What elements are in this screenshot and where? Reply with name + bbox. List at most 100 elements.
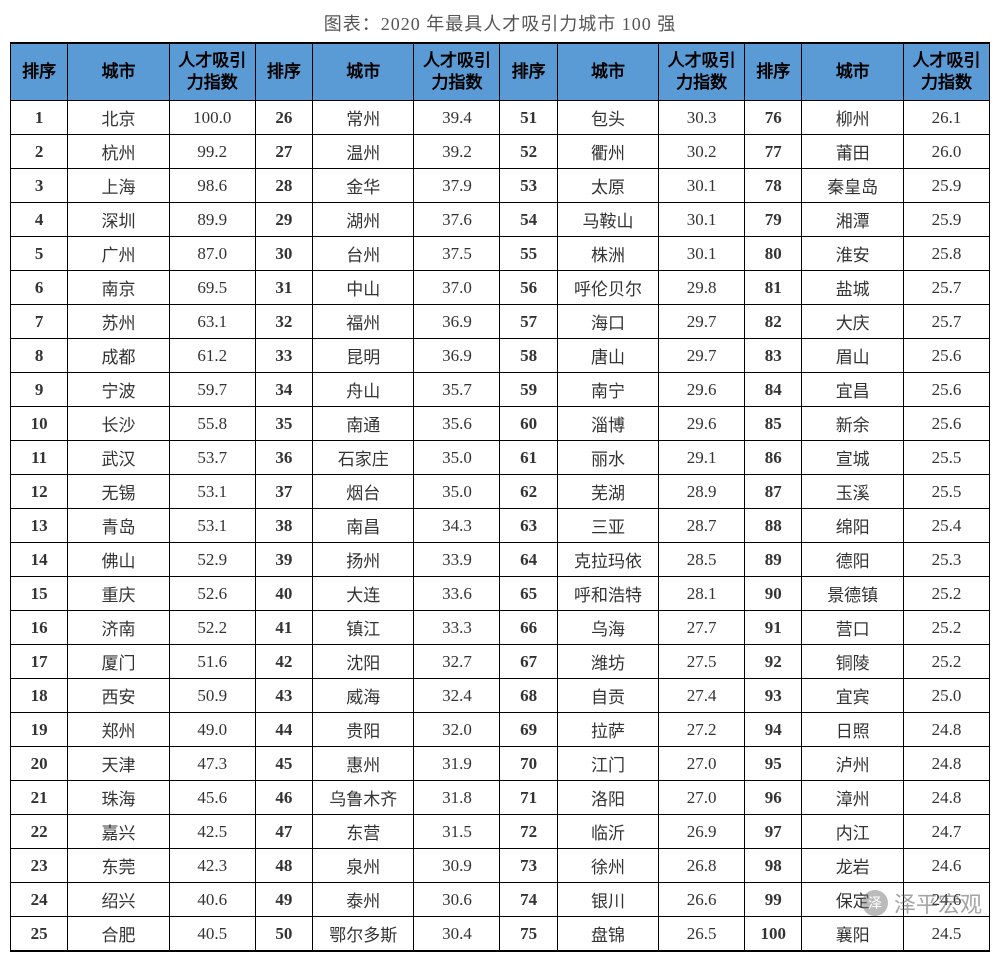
cell-rank: 59 <box>500 373 557 407</box>
cell-rank: 48 <box>255 849 312 883</box>
cell-index: 53.1 <box>169 475 255 509</box>
cell-city: 玉溪 <box>802 475 903 509</box>
cell-index: 50.9 <box>169 679 255 713</box>
cell-rank: 86 <box>745 441 802 475</box>
table-row: 23东莞42.348泉州30.973徐州26.898龙岩24.6 <box>11 849 990 883</box>
cell-index: 33.3 <box>414 611 500 645</box>
cell-city: 沈阳 <box>313 645 414 679</box>
table-header: 排序 城市 人才吸引力指数 排序 城市 人才吸引力指数 排序 城市 人才吸引力指… <box>11 43 990 101</box>
cell-city: 南昌 <box>313 509 414 543</box>
cell-city: 广州 <box>68 237 169 271</box>
cell-rank: 35 <box>255 407 312 441</box>
cell-rank: 53 <box>500 169 557 203</box>
cell-city: 宁波 <box>68 373 169 407</box>
table-row: 15重庆52.640大连33.665呼和浩特28.190景德镇25.2 <box>11 577 990 611</box>
header-rank: 排序 <box>255 43 312 101</box>
cell-rank: 16 <box>11 611 68 645</box>
cell-rank: 82 <box>745 305 802 339</box>
table-row: 11武汉53.736石家庄35.061丽水29.186宣城25.5 <box>11 441 990 475</box>
cell-index: 30.4 <box>414 917 500 952</box>
cell-rank: 71 <box>500 781 557 815</box>
cell-city: 呼和浩特 <box>557 577 658 611</box>
cell-index: 45.6 <box>169 781 255 815</box>
cell-city: 包头 <box>557 101 658 135</box>
cell-rank: 76 <box>745 101 802 135</box>
cell-city: 南宁 <box>557 373 658 407</box>
cell-index: 61.2 <box>169 339 255 373</box>
table-row: 2杭州99.227温州39.252衢州30.277莆田26.0 <box>11 135 990 169</box>
cell-city: 温州 <box>313 135 414 169</box>
table-row: 5广州87.030台州37.555株洲30.180淮安25.8 <box>11 237 990 271</box>
table-row: 8成都61.233昆明36.958唐山29.783眉山25.6 <box>11 339 990 373</box>
cell-index: 98.6 <box>169 169 255 203</box>
cell-rank: 98 <box>745 849 802 883</box>
cell-rank: 67 <box>500 645 557 679</box>
cell-city: 常州 <box>313 101 414 135</box>
cell-city: 舟山 <box>313 373 414 407</box>
cell-city: 三亚 <box>557 509 658 543</box>
cell-city: 深圳 <box>68 203 169 237</box>
cell-city: 无锡 <box>68 475 169 509</box>
table-row: 12无锡53.137烟台35.062芜湖28.987玉溪25.5 <box>11 475 990 509</box>
cell-index: 24.6 <box>903 883 989 917</box>
cell-index: 24.8 <box>903 781 989 815</box>
cell-rank: 75 <box>500 917 557 952</box>
cell-index: 87.0 <box>169 237 255 271</box>
cell-city: 郑州 <box>68 713 169 747</box>
cell-rank: 41 <box>255 611 312 645</box>
cell-city: 马鞍山 <box>557 203 658 237</box>
header-index: 人才吸引力指数 <box>903 43 989 101</box>
header-city: 城市 <box>557 43 658 101</box>
cell-city: 柳州 <box>802 101 903 135</box>
cell-rank: 80 <box>745 237 802 271</box>
cell-city: 营口 <box>802 611 903 645</box>
cell-city: 丽水 <box>557 441 658 475</box>
cell-index: 52.6 <box>169 577 255 611</box>
cell-index: 53.1 <box>169 509 255 543</box>
table-row: 7苏州63.132福州36.957海口29.782大庆25.7 <box>11 305 990 339</box>
cell-index: 25.5 <box>903 475 989 509</box>
table-row: 9宁波59.734舟山35.759南宁29.684宜昌25.6 <box>11 373 990 407</box>
cell-city: 眉山 <box>802 339 903 373</box>
cell-city: 福州 <box>313 305 414 339</box>
cell-index: 36.9 <box>414 339 500 373</box>
header-rank: 排序 <box>745 43 802 101</box>
cell-city: 南通 <box>313 407 414 441</box>
cell-city: 中山 <box>313 271 414 305</box>
cell-city: 镇江 <box>313 611 414 645</box>
cell-index: 24.8 <box>903 747 989 781</box>
cell-city: 莆田 <box>802 135 903 169</box>
cell-city: 厦门 <box>68 645 169 679</box>
cell-rank: 87 <box>745 475 802 509</box>
cell-index: 25.7 <box>903 305 989 339</box>
cell-rank: 50 <box>255 917 312 952</box>
cell-index: 25.3 <box>903 543 989 577</box>
cell-rank: 45 <box>255 747 312 781</box>
cell-city: 徐州 <box>557 849 658 883</box>
cell-index: 32.4 <box>414 679 500 713</box>
cell-rank: 12 <box>11 475 68 509</box>
cell-index: 32.0 <box>414 713 500 747</box>
cell-rank: 33 <box>255 339 312 373</box>
cell-rank: 38 <box>255 509 312 543</box>
cell-rank: 69 <box>500 713 557 747</box>
cell-city: 惠州 <box>313 747 414 781</box>
ranking-table: 排序 城市 人才吸引力指数 排序 城市 人才吸引力指数 排序 城市 人才吸引力指… <box>10 42 990 952</box>
cell-city: 天津 <box>68 747 169 781</box>
cell-index: 35.0 <box>414 475 500 509</box>
cell-index: 30.9 <box>414 849 500 883</box>
cell-city: 唐山 <box>557 339 658 373</box>
cell-rank: 19 <box>11 713 68 747</box>
cell-index: 30.2 <box>659 135 745 169</box>
cell-index: 37.6 <box>414 203 500 237</box>
cell-index: 30.6 <box>414 883 500 917</box>
cell-index: 55.8 <box>169 407 255 441</box>
cell-rank: 24 <box>11 883 68 917</box>
table-row: 10长沙55.835南通35.660淄博29.685新余25.6 <box>11 407 990 441</box>
cell-rank: 72 <box>500 815 557 849</box>
cell-index: 34.3 <box>414 509 500 543</box>
cell-city: 铜陵 <box>802 645 903 679</box>
cell-city: 金华 <box>313 169 414 203</box>
cell-index: 37.9 <box>414 169 500 203</box>
cell-index: 47.3 <box>169 747 255 781</box>
